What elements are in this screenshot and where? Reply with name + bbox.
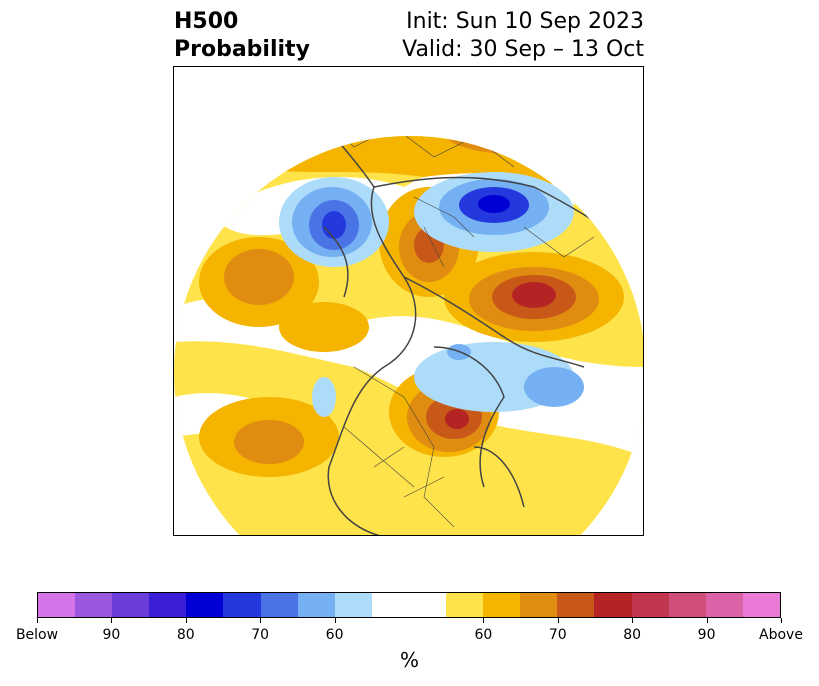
colorbar-tick-mark (781, 618, 782, 623)
colorbar-tick-label: 80 (176, 627, 195, 643)
colorbar-tick-mark (37, 618, 38, 623)
colorbar-tick-mark (706, 618, 708, 623)
colorbar-tick-label: 60 (474, 627, 493, 643)
colorbar (37, 592, 781, 618)
above-80-north (471, 136, 547, 140)
colorbar-swatch (149, 593, 187, 617)
colorbar-swatch (742, 593, 780, 617)
colorbar-tick-mark (632, 618, 634, 623)
colorbar-swatch (446, 593, 484, 617)
colorbar-tick-label: 80 (623, 627, 642, 643)
title-line-1: H500 (174, 9, 239, 34)
colorbar-swatch (75, 593, 113, 617)
colorbar-tick-label: 70 (251, 627, 270, 643)
colorbar-swatch (520, 593, 558, 617)
above-60-north (254, 136, 615, 207)
colorbar-swatch (223, 593, 261, 617)
colorbar-tick-mark (334, 618, 336, 623)
above-90-east (512, 282, 556, 308)
colorbar-tick-label: 90 (102, 627, 121, 643)
colorbar-tick-mark (111, 618, 113, 623)
colorbar-ticks: Below 90 80 70 60 60 70 80 90 Above (16, 618, 803, 648)
colorbar-tick-mark (260, 618, 262, 623)
valid-period: Valid: 30 Sep – 13 Oct (402, 37, 644, 62)
colorbar-swatch (297, 593, 335, 617)
colorbar-tick-mark (185, 618, 187, 623)
above-70-west (224, 249, 294, 305)
chart-dates: Init: Sun 10 Sep 2023 Valid: 30 Sep – 13… (402, 8, 644, 64)
colorbar-tick-label: Below (15, 627, 59, 643)
colorbar-swatch (483, 593, 521, 617)
above-70-sw (234, 420, 304, 464)
title-line-2: Probability (174, 37, 310, 62)
colorbar-swatch (334, 593, 372, 617)
colorbar-swatch (594, 593, 632, 617)
colorbar-tick-label: 60 (325, 627, 344, 643)
above-90-canada (445, 409, 469, 429)
colorbar-swatch (408, 593, 447, 617)
colorbar-swatch (260, 593, 298, 617)
below-60-alaska (312, 377, 336, 417)
colorbar-tick-label: 90 (697, 627, 716, 643)
colorbar-tick-label: Above (759, 627, 803, 643)
below-70-arctic (524, 367, 584, 407)
polar-map (173, 66, 644, 536)
colorbar-tick-mark (483, 618, 485, 623)
above-70-north (444, 136, 584, 154)
colorbar-tick-mark (557, 618, 559, 623)
colorbar-swatch (112, 593, 150, 617)
above-60-pacific (279, 302, 369, 352)
colorbar-tick-label: 70 (548, 627, 567, 643)
chart-title: H500 Probability (174, 8, 310, 64)
colorbar-unit-label: % (399, 648, 419, 672)
colorbar-swatch (38, 593, 76, 617)
colorbar-swatch (371, 593, 409, 617)
colorbar-swatch (186, 593, 224, 617)
colorbar-swatch (557, 593, 595, 617)
init-date: Init: Sun 10 Sep 2023 (406, 9, 644, 34)
probability-map-svg (174, 136, 643, 535)
colorbar-swatch (705, 593, 743, 617)
below-90-siberia (478, 195, 510, 213)
below-90-europe (322, 211, 346, 239)
colorbar-swatch (631, 593, 669, 617)
colorbar-swatch (668, 593, 706, 617)
